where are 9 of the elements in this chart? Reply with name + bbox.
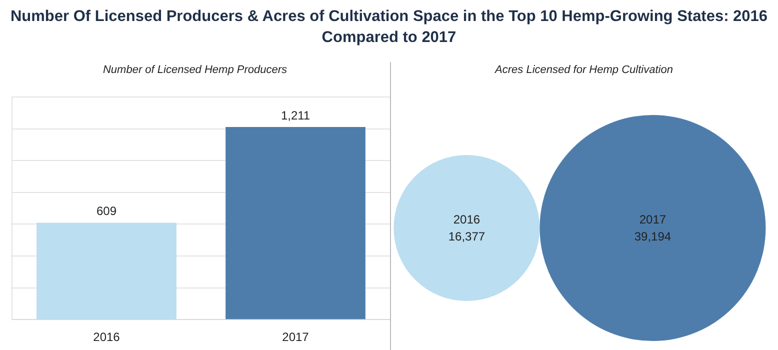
category-label: 2017 bbox=[639, 212, 666, 226]
data-label: 39,194 bbox=[634, 229, 672, 244]
category-label: 2016 bbox=[453, 212, 480, 226]
data-label: 609 bbox=[96, 204, 117, 218]
chart-title: Number Of Licensed Producers & Acres of Cultivation Space in the Top 10 Hemp-Growing States: 2016 Compared to 2017 bbox=[9, 7, 769, 48]
data-label: 1,211 bbox=[280, 108, 310, 122]
text: Acres Licensed for Hemp Cultivation bbox=[494, 64, 674, 76]
chart-subtitle: Number of Licensed Hemp Producers bbox=[102, 64, 288, 76]
data-label: 16,377 bbox=[448, 229, 486, 244]
